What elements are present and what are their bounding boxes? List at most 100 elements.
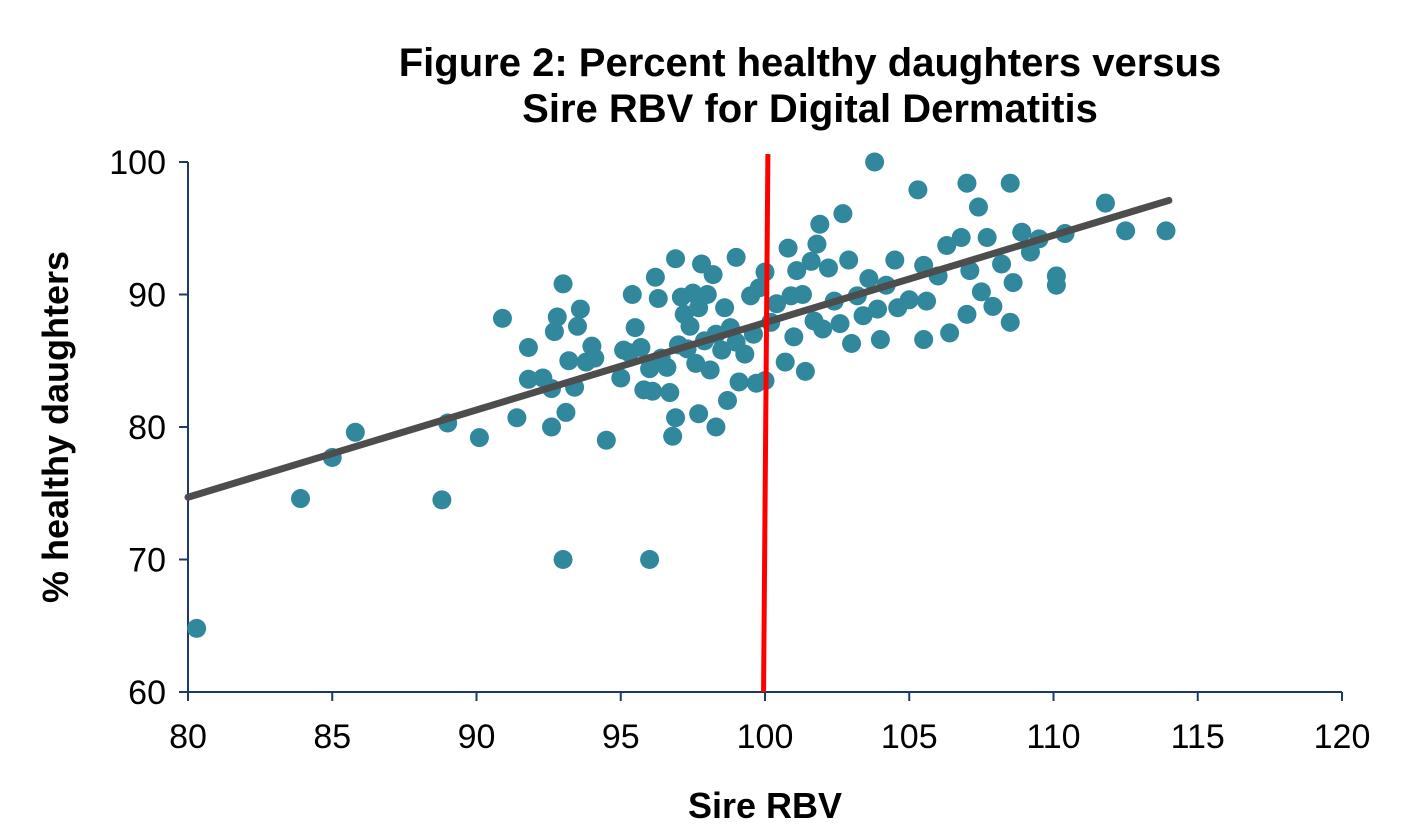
x-tick-label: 105 — [881, 718, 938, 756]
data-point — [787, 261, 807, 281]
data-point — [689, 404, 709, 424]
data-point — [683, 283, 703, 303]
data-point — [1003, 273, 1023, 293]
y-tick-label: 70 — [128, 542, 166, 580]
data-point — [1116, 221, 1136, 241]
data-point — [885, 250, 905, 270]
data-points — [187, 152, 1176, 638]
data-point — [686, 353, 706, 373]
x-tick-label: 110 — [1026, 718, 1080, 756]
data-point — [968, 197, 988, 217]
data-point — [813, 319, 833, 339]
data-point — [432, 490, 452, 510]
data-point — [726, 247, 746, 267]
data-point — [957, 304, 977, 324]
x-tick-label: 90 — [458, 718, 496, 756]
y-tick-label: 60 — [128, 674, 166, 712]
data-point — [640, 550, 660, 569]
data-point — [1156, 221, 1176, 241]
data-point — [518, 369, 538, 389]
x-tick-label: 95 — [602, 718, 640, 756]
y-tick-label: 100 — [109, 144, 166, 182]
data-point — [700, 360, 720, 380]
data-point — [937, 235, 957, 255]
data-point — [663, 426, 683, 446]
data-point — [971, 282, 991, 302]
data-point — [914, 330, 934, 350]
data-point — [729, 372, 749, 392]
data-point — [547, 307, 567, 327]
data-point — [818, 258, 838, 278]
data-point — [1012, 222, 1032, 242]
data-point — [703, 265, 723, 285]
data-point — [917, 291, 937, 311]
data-point — [957, 173, 977, 193]
y-axis-ticks: 60 70 80 90 100 — [109, 144, 188, 712]
data-point — [585, 348, 605, 368]
x-tick-label: 80 — [169, 718, 207, 756]
data-point — [778, 238, 798, 258]
data-point — [625, 318, 645, 338]
data-point — [469, 428, 489, 448]
data-point — [749, 278, 769, 298]
data-point — [853, 306, 873, 326]
trendline — [184, 196, 1173, 501]
overlay-lines — [184, 154, 1173, 693]
x-tick-label: 100 — [737, 718, 794, 756]
data-point — [697, 285, 717, 304]
data-point — [793, 285, 813, 304]
data-point — [735, 344, 755, 364]
data-point — [680, 316, 700, 336]
data-point — [795, 361, 815, 381]
data-point — [518, 338, 538, 357]
data-point — [983, 296, 1003, 316]
data-point — [842, 334, 862, 354]
data-point — [556, 402, 576, 422]
data-point — [660, 383, 680, 403]
y-tick-label: 80 — [128, 409, 166, 447]
data-point — [830, 314, 850, 334]
data-point — [712, 340, 732, 360]
data-point — [859, 269, 879, 289]
x-tick-label: 85 — [313, 718, 351, 756]
chart-title-line-1: Figure 2: Percent healthy daughters vers… — [398, 41, 1222, 85]
data-point — [717, 391, 737, 410]
data-point — [345, 422, 365, 442]
data-point — [899, 290, 919, 310]
chart-title-line-2: Sire RBV for Digital Dermatitis — [522, 87, 1098, 131]
data-point — [992, 254, 1012, 274]
data-point — [567, 316, 587, 336]
x-tick-label: 120 — [1314, 718, 1371, 756]
data-point — [715, 298, 735, 318]
data-point — [775, 352, 795, 372]
data-point — [631, 338, 651, 357]
data-point — [839, 250, 859, 270]
x-axis-title: Sire RBV — [688, 785, 842, 826]
data-point — [666, 249, 686, 269]
reference-line — [761, 154, 771, 693]
chart-title: Figure 2: Percent healthy daughters vers… — [190, 40, 1409, 132]
y-axis-title: % healthy daughters — [35, 251, 76, 603]
data-point — [801, 251, 821, 271]
data-point — [784, 327, 804, 347]
data-point — [492, 308, 512, 328]
data-point — [542, 417, 562, 437]
y-tick-label: 90 — [128, 277, 166, 315]
data-point — [611, 368, 631, 388]
data-point — [553, 550, 573, 569]
data-point — [187, 618, 207, 638]
data-point — [642, 381, 662, 401]
data-point — [570, 299, 590, 319]
data-point — [951, 228, 971, 248]
data-point — [810, 214, 830, 234]
data-point — [908, 180, 928, 200]
data-point — [596, 430, 616, 450]
data-point — [706, 417, 726, 437]
data-point — [1000, 173, 1020, 193]
data-point — [291, 489, 311, 509]
data-point — [657, 357, 677, 377]
data-point — [559, 351, 579, 371]
data-point — [833, 204, 853, 224]
data-point — [940, 323, 960, 343]
